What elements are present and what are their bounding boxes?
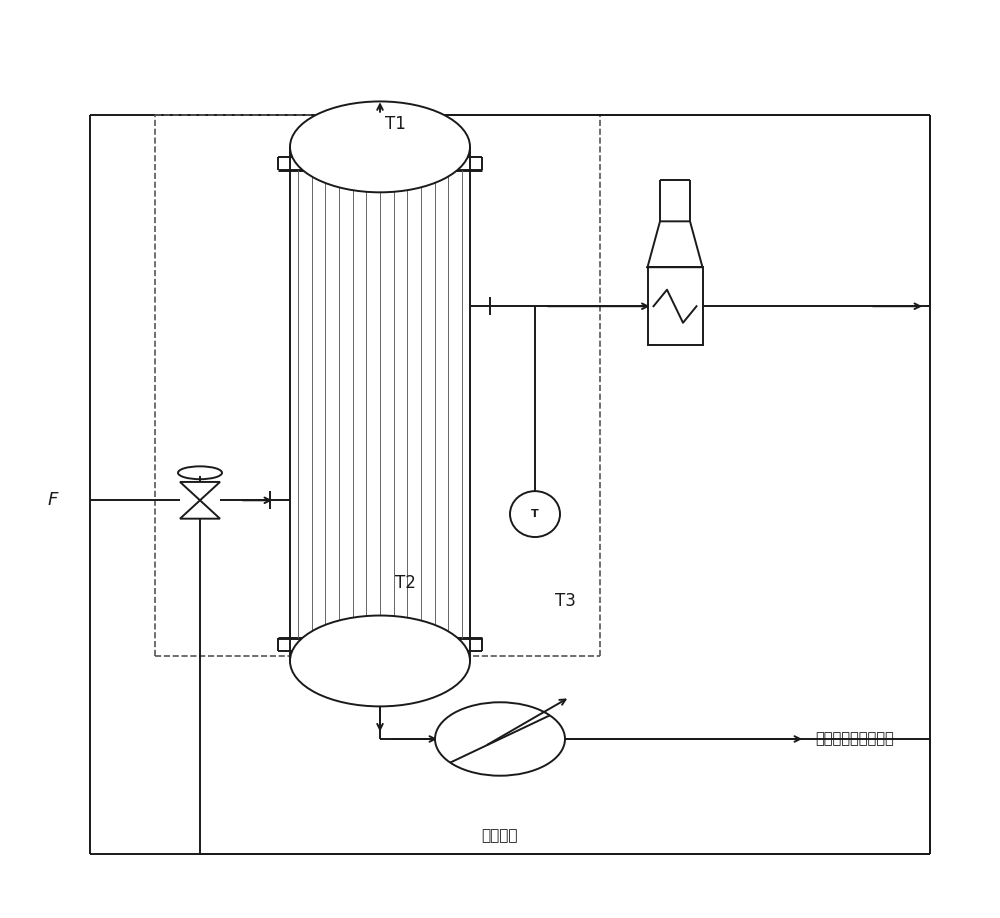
Ellipse shape bbox=[435, 702, 565, 776]
Ellipse shape bbox=[178, 466, 222, 479]
Ellipse shape bbox=[290, 615, 470, 707]
Polygon shape bbox=[180, 500, 220, 519]
Circle shape bbox=[510, 491, 560, 537]
Text: T2: T2 bbox=[395, 574, 416, 592]
Ellipse shape bbox=[290, 101, 470, 192]
Text: T1: T1 bbox=[385, 115, 406, 133]
Text: 反应产物至分离系统: 反应产物至分离系统 bbox=[815, 732, 894, 746]
Text: T3: T3 bbox=[555, 592, 576, 610]
Text: F: F bbox=[48, 491, 58, 509]
Polygon shape bbox=[180, 482, 220, 500]
Text: 冷却介质: 冷却介质 bbox=[482, 828, 518, 843]
Bar bbox=[648, 267, 703, 345]
Text: T: T bbox=[531, 509, 539, 519]
